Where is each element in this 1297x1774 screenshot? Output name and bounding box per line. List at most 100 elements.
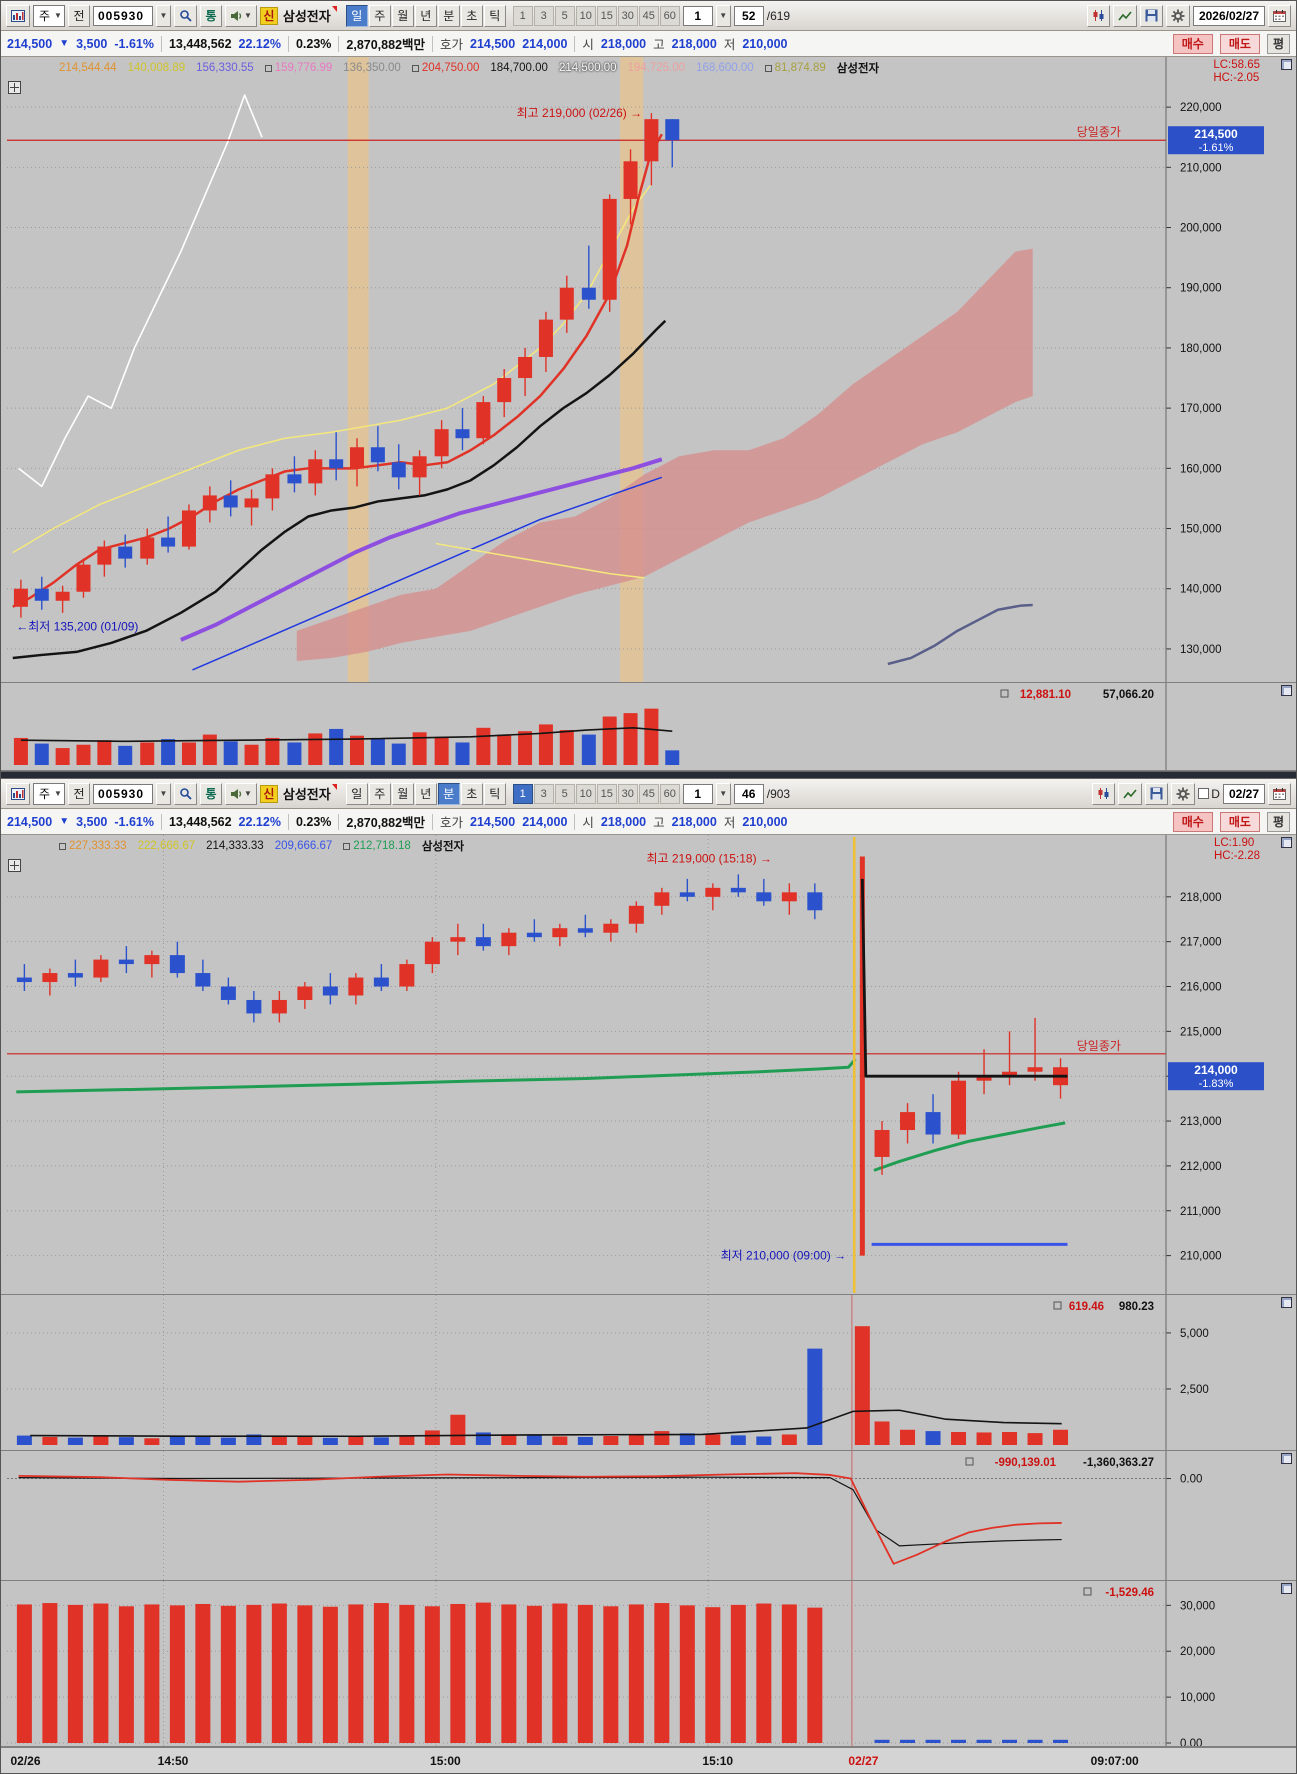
checkbox-icon bbox=[1198, 788, 1210, 799]
sell-button[interactable]: 매도 bbox=[1219, 33, 1260, 54]
svg-text:30,000: 30,000 bbox=[1180, 1600, 1215, 1612]
settings-gear-button[interactable] bbox=[1171, 782, 1196, 805]
jeon-button[interactable]: 전 bbox=[67, 4, 90, 27]
tong-button[interactable]: 통 bbox=[199, 4, 222, 27]
minute-candlestick-chart[interactable]: 218,000 217,000 216,000 215,000 214,000 213,0… bbox=[1, 835, 1296, 1295]
grid-icon[interactable] bbox=[8, 81, 21, 94]
chart-window-icon-button[interactable] bbox=[6, 4, 30, 27]
d-checkbox[interactable]: D bbox=[1198, 787, 1220, 801]
period-button-분[interactable]: 분 bbox=[437, 782, 460, 805]
interval-button-15[interactable]: 15 bbox=[596, 783, 617, 804]
minute-volume-pane[interactable]: 5,000 2,500 619.46 980.23 bbox=[1, 1295, 1296, 1451]
interval-button-30[interactable]: 30 bbox=[617, 783, 638, 804]
pane-settings-icon[interactable] bbox=[1281, 59, 1292, 70]
bar-counter-total: /619 bbox=[766, 8, 791, 23]
save-button[interactable] bbox=[1145, 782, 1169, 805]
buy-button[interactable]: 매수 bbox=[1172, 33, 1213, 54]
bar-counter-input[interactable]: 52 bbox=[733, 5, 764, 26]
avg-button[interactable]: 평 bbox=[1266, 811, 1290, 832]
pane-settings-icon[interactable] bbox=[1281, 685, 1292, 696]
candle-tool-button[interactable] bbox=[1092, 782, 1116, 805]
interval-button-1[interactable]: 1 bbox=[512, 783, 533, 804]
period-button-년[interactable]: 년 bbox=[414, 782, 437, 805]
date-field[interactable]: 2026/02/27 bbox=[1192, 5, 1265, 26]
period-button-분[interactable]: 분 bbox=[437, 4, 460, 27]
interval-value[interactable]: 1 bbox=[682, 783, 713, 804]
time-axis[interactable]: 02/26 14:50 15:00 15:10 02/27 09:07:00 bbox=[1, 1747, 1296, 1773]
interval-button-45[interactable]: 45 bbox=[638, 783, 659, 804]
speaker-icon bbox=[230, 788, 244, 800]
daily-price-pane[interactable]: 220,000 210,000 200,000 190,000 180,000 170,0… bbox=[1, 57, 1296, 683]
interval-button-3[interactable]: 3 bbox=[533, 783, 554, 804]
period-button-초[interactable]: 초 bbox=[460, 782, 483, 805]
search-button[interactable] bbox=[173, 782, 197, 805]
net-buy-indicator-pane[interactable]: 0.00 -990,139.01 -1,360,363.27 bbox=[1, 1451, 1296, 1581]
buy-button[interactable]: 매수 bbox=[1172, 811, 1213, 832]
period-button-주[interactable]: 주 bbox=[368, 782, 391, 805]
chart-type-dropdown[interactable]: 주 ▼ bbox=[33, 782, 65, 805]
minute-price-pane[interactable]: 218,000 217,000 216,000 215,000 214,000 213,0… bbox=[1, 835, 1296, 1295]
interval-button-5[interactable]: 5 bbox=[554, 783, 575, 804]
calendar-button[interactable] bbox=[1268, 782, 1291, 805]
chart-window-icon-button[interactable] bbox=[6, 782, 30, 805]
interval-button-10[interactable]: 10 bbox=[575, 783, 596, 804]
period-button-년[interactable]: 년 bbox=[414, 4, 437, 27]
period-button-주[interactable]: 주 bbox=[368, 4, 391, 27]
interval-dropdown-arrow[interactable]: ▼ bbox=[715, 782, 731, 805]
period-button-월[interactable]: 월 bbox=[391, 782, 414, 805]
pane-settings-icon[interactable] bbox=[1281, 1453, 1292, 1464]
interval-button-45[interactable]: 45 bbox=[638, 5, 659, 26]
legend-value: 214,500.00 bbox=[558, 62, 617, 74]
period-button-틱[interactable]: 틱 bbox=[483, 4, 506, 27]
calendar-button[interactable] bbox=[1268, 4, 1291, 27]
period-button-틱[interactable]: 틱 bbox=[483, 782, 506, 805]
candle-tool-button[interactable] bbox=[1086, 4, 1110, 27]
sound-button[interactable]: ▼ bbox=[224, 782, 257, 805]
daily-volume-chart[interactable]: 12,881.10 57,066.20 bbox=[1, 683, 1296, 771]
save-button[interactable] bbox=[1139, 4, 1163, 27]
stock-code-input[interactable]: 005930 bbox=[92, 5, 153, 26]
avg-button[interactable]: 평 bbox=[1266, 33, 1290, 54]
code-dropdown-arrow[interactable]: ▼ bbox=[155, 4, 171, 27]
tong-button[interactable]: 통 bbox=[199, 782, 222, 805]
pane-settings-icon[interactable] bbox=[1281, 1583, 1292, 1594]
line-tool-button[interactable] bbox=[1112, 4, 1137, 27]
svg-text:210,000: 210,000 bbox=[1180, 1251, 1222, 1263]
sell-button[interactable]: 매도 bbox=[1219, 811, 1260, 832]
interval-dropdown-arrow[interactable]: ▼ bbox=[715, 4, 731, 27]
interval-button-3[interactable]: 3 bbox=[533, 5, 554, 26]
stock-code-input[interactable]: 005930 bbox=[92, 783, 153, 804]
daily-volume-pane[interactable]: 12,881.10 57,066.20 bbox=[1, 683, 1296, 771]
search-button[interactable] bbox=[173, 4, 197, 27]
interval-button-1[interactable]: 1 bbox=[512, 5, 533, 26]
interval-button-60[interactable]: 60 bbox=[659, 783, 680, 804]
flow-bars-chart[interactable]: 30,000 20,000 10,000 0.00 -1,529.46 bbox=[1, 1581, 1296, 1747]
bar-counter-input[interactable]: 46 bbox=[733, 783, 764, 804]
jeon-button[interactable]: 전 bbox=[67, 782, 90, 805]
code-dropdown-arrow[interactable]: ▼ bbox=[155, 782, 171, 805]
interval-value[interactable]: 1 bbox=[682, 5, 713, 26]
pane-settings-icon[interactable] bbox=[1281, 1297, 1292, 1308]
daily-candlestick-chart[interactable]: 220,000 210,000 200,000 190,000 180,000 170,0… bbox=[1, 57, 1296, 683]
interval-button-10[interactable]: 10 bbox=[575, 5, 596, 26]
line-tool-button[interactable] bbox=[1118, 782, 1143, 805]
date-field[interactable]: 02/27 bbox=[1222, 783, 1265, 804]
interval-button-5[interactable]: 5 bbox=[554, 5, 575, 26]
interval-button-60[interactable]: 60 bbox=[659, 5, 680, 26]
pane-settings-icon[interactable] bbox=[1281, 837, 1292, 848]
svg-text:-1.83%: -1.83% bbox=[1199, 1078, 1234, 1090]
settings-gear-button[interactable] bbox=[1165, 4, 1190, 27]
grid-icon[interactable] bbox=[8, 859, 21, 872]
period-button-월[interactable]: 월 bbox=[391, 4, 414, 27]
period-button-초[interactable]: 초 bbox=[460, 4, 483, 27]
minute-volume-chart[interactable]: 5,000 2,500 619.46 980.23 bbox=[1, 1295, 1296, 1451]
panel-divider[interactable] bbox=[1, 771, 1296, 779]
interval-button-30[interactable]: 30 bbox=[617, 5, 638, 26]
period-button-일[interactable]: 일 bbox=[345, 782, 368, 805]
period-button-일[interactable]: 일 bbox=[345, 4, 368, 27]
net-buy-indicator-chart[interactable]: 0.00 -990,139.01 -1,360,363.27 bbox=[1, 1451, 1296, 1581]
chart-type-dropdown[interactable]: 주 ▼ bbox=[33, 4, 65, 27]
sound-button[interactable]: ▼ bbox=[224, 4, 257, 27]
flow-bars-pane[interactable]: 30,000 20,000 10,000 0.00 -1,529.46 bbox=[1, 1581, 1296, 1747]
interval-button-15[interactable]: 15 bbox=[596, 5, 617, 26]
